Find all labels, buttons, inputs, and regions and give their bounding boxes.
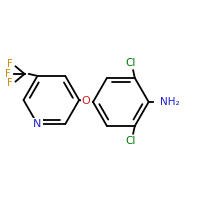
Text: Cl: Cl: [125, 136, 136, 146]
Text: F: F: [7, 78, 13, 88]
Text: F: F: [5, 69, 11, 79]
Text: O: O: [82, 96, 90, 106]
Text: NH₂: NH₂: [160, 97, 179, 107]
Text: F: F: [7, 59, 13, 69]
Text: Cl: Cl: [125, 58, 136, 68]
Text: N: N: [33, 119, 42, 129]
